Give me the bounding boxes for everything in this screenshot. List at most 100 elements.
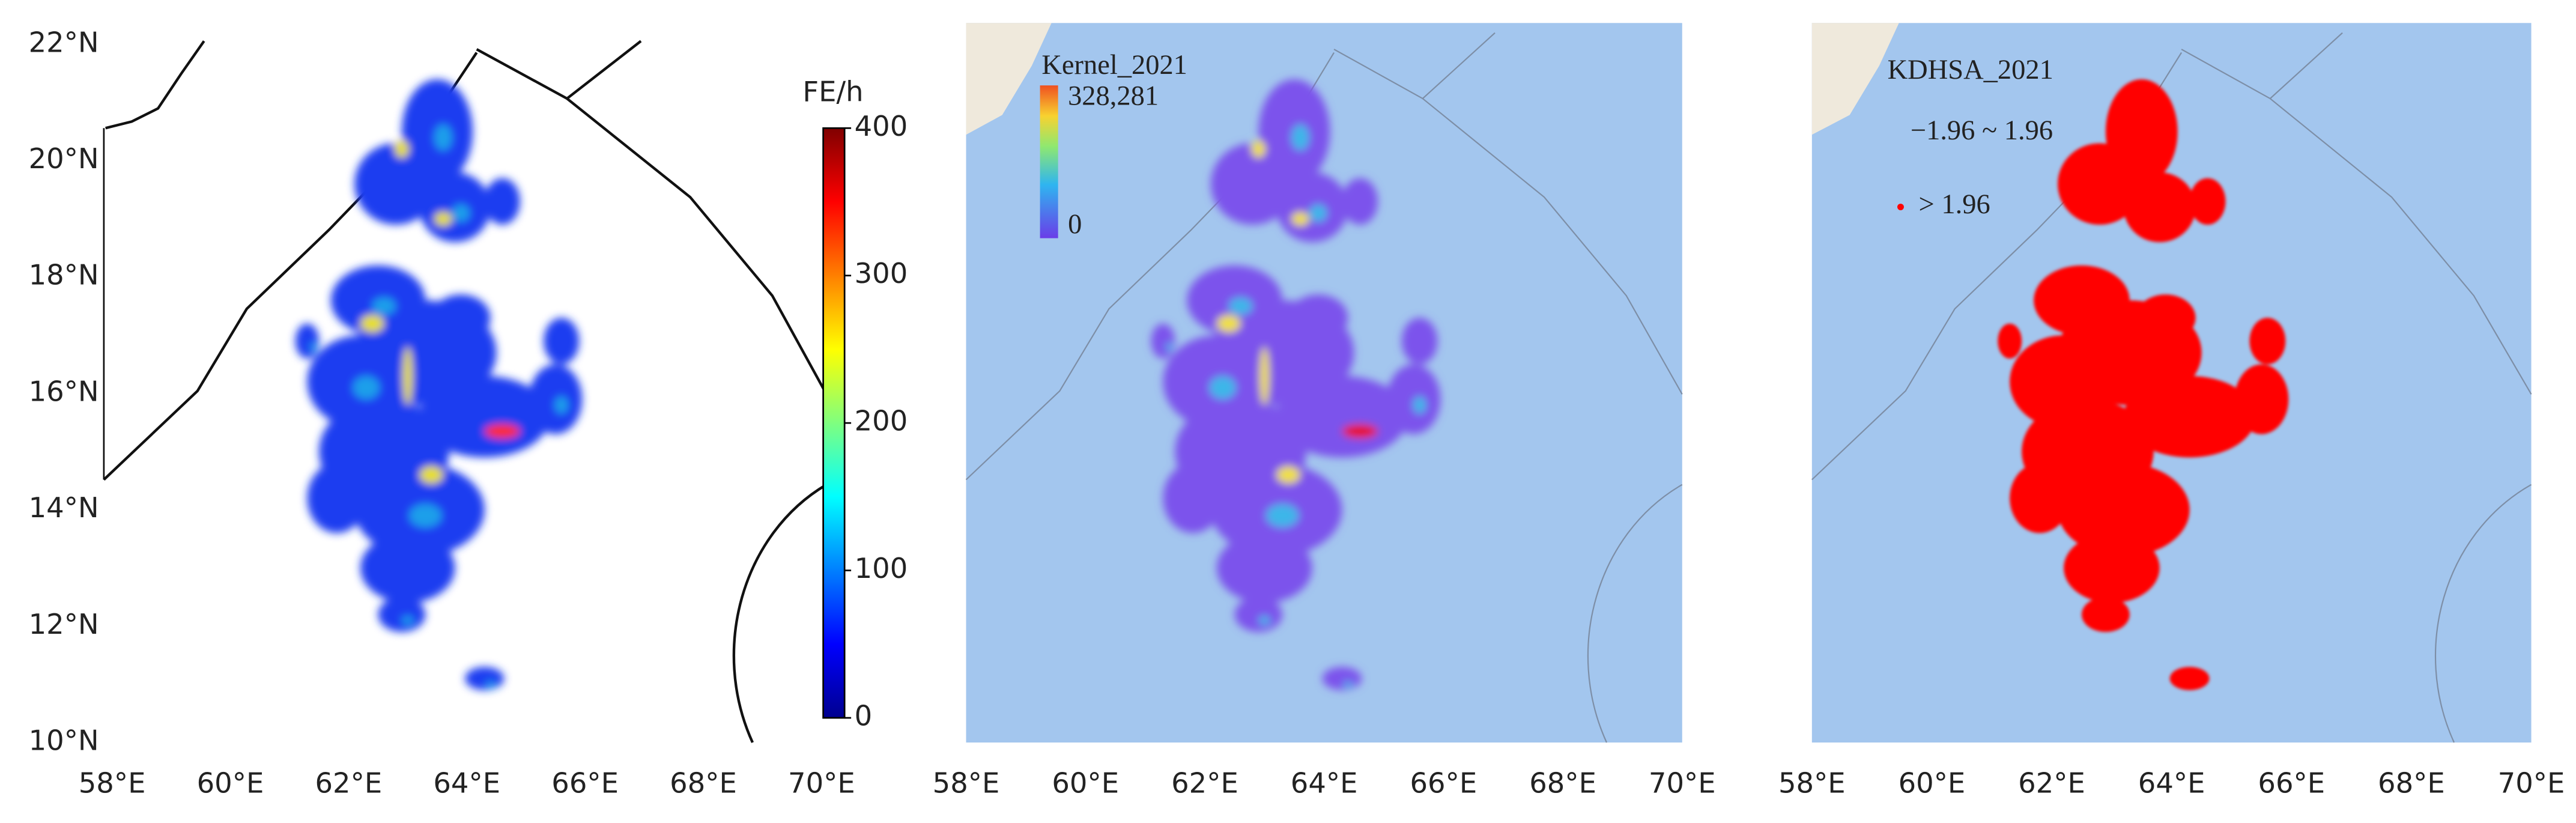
- density-blob: [1386, 364, 1441, 434]
- density-blob: [378, 597, 426, 632]
- density-spot: [310, 342, 317, 351]
- density-spot: [353, 375, 380, 399]
- density-hotspot: [1251, 140, 1266, 158]
- density-spot: [409, 503, 442, 527]
- density-blob: [484, 178, 520, 225]
- colorbar-tick-label: 100: [855, 552, 908, 585]
- density-spot: [1291, 124, 1309, 151]
- lon-label: 58°E: [933, 767, 1000, 800]
- colorbar-tick-label: 200: [855, 405, 908, 437]
- density-blob: [529, 364, 583, 434]
- density-hotspot: [402, 347, 413, 405]
- lon-label: 62°E: [315, 767, 382, 800]
- density-spot: [1209, 375, 1237, 399]
- lat-label: 14°N: [29, 491, 99, 524]
- lon-label: 70°E: [2498, 767, 2565, 800]
- lon-label: 58°E: [1778, 767, 1846, 800]
- density-hotspot: [1342, 424, 1378, 439]
- legend-max: 328,281: [1068, 81, 1159, 112]
- density-blob: [360, 533, 455, 603]
- density-blob: [2010, 463, 2070, 533]
- density-blob: [2058, 463, 2190, 557]
- density-blob: [2234, 364, 2289, 434]
- density-spot: [1166, 342, 1172, 351]
- density-blob: [2249, 318, 2286, 365]
- density-blob: [1998, 323, 2022, 359]
- density-blob: [1210, 143, 1294, 225]
- kernel-legend-bar: [1040, 85, 1058, 238]
- density-spot: [1228, 297, 1253, 315]
- lon-label: 70°E: [1649, 767, 1716, 800]
- colorbar-title: FE/h: [802, 75, 863, 108]
- lon-label: 64°E: [1291, 767, 1358, 800]
- density-blob: [1151, 323, 1175, 359]
- density-spot: [1343, 681, 1353, 688]
- lon-label: 66°E: [1410, 767, 1477, 800]
- colorbar: [822, 127, 846, 719]
- density-blob: [1288, 294, 1348, 341]
- density-blob: [2189, 178, 2226, 225]
- density-blob: [2169, 667, 2210, 690]
- density-blob: [1163, 463, 1223, 533]
- density-hotspot: [484, 424, 520, 439]
- legend-item: > 1.96: [1919, 189, 1990, 220]
- lon-label: 62°E: [1171, 767, 1238, 800]
- density-blob: [1342, 178, 1378, 225]
- legend-title: Kernel_2021: [1041, 50, 1187, 80]
- density-blob: [465, 667, 505, 690]
- lat-label: 16°N: [29, 375, 99, 407]
- density-panel: [295, 79, 583, 690]
- density-blob: [2058, 143, 2142, 225]
- density-blob: [1401, 318, 1438, 365]
- legend-marker: [1897, 204, 1904, 211]
- density-spot: [485, 681, 496, 688]
- density-spot: [401, 616, 414, 625]
- density-blob: [2123, 172, 2196, 243]
- density-blob: [544, 318, 580, 365]
- lon-label: 66°E: [551, 767, 619, 800]
- lon-label: 64°E: [433, 767, 500, 800]
- density-blob: [419, 375, 550, 458]
- lat-label: 12°N: [29, 608, 99, 640]
- density-blob: [1276, 375, 1408, 458]
- lon-label: 60°E: [1052, 767, 1119, 800]
- colorbar-tick-label: 300: [855, 257, 908, 290]
- density-blob: [2135, 294, 2196, 341]
- panel-2-background: [965, 23, 1683, 743]
- lat-label: 22°N: [29, 26, 99, 58]
- lat-label: 10°N: [29, 724, 99, 757]
- lon-label: 68°E: [2378, 767, 2445, 800]
- lon-label: 66°E: [2258, 767, 2325, 800]
- density-hotspot: [1216, 315, 1241, 333]
- lon-label: 68°E: [1529, 767, 1596, 800]
- lat-label: 20°N: [29, 142, 99, 175]
- density-blob: [295, 323, 320, 359]
- lon-label: 62°E: [2018, 767, 2085, 800]
- density-hotspot: [434, 211, 452, 226]
- density-blob: [2064, 533, 2160, 603]
- colorbar-tick-label: 400: [855, 110, 908, 142]
- legend-item: −1.96 ~ 1.96: [1911, 115, 2053, 146]
- density-blob: [1234, 597, 1283, 632]
- density-spot: [1265, 503, 1299, 527]
- lon-label: 58°E: [79, 767, 146, 800]
- density-hotspot: [360, 315, 384, 333]
- lon-label: 70°E: [788, 767, 855, 800]
- density-hotspot: [395, 140, 409, 158]
- density-blob: [307, 463, 366, 533]
- legend-title: KDHSA_2021: [1888, 55, 2053, 85]
- density-hotspot: [1276, 466, 1300, 484]
- density-spot: [452, 204, 470, 222]
- density-blob: [2081, 597, 2130, 632]
- density-spot: [1413, 396, 1426, 414]
- density-blob: [431, 294, 491, 341]
- density-blob: [1322, 667, 1362, 690]
- density-panel: [1998, 79, 2289, 690]
- lon-label: 68°E: [670, 767, 737, 800]
- density-spot: [372, 297, 396, 315]
- legend-min: 0: [1068, 209, 1082, 240]
- density-spot: [434, 124, 452, 151]
- density-hotspot: [1291, 211, 1309, 226]
- lon-label: 60°E: [197, 767, 264, 800]
